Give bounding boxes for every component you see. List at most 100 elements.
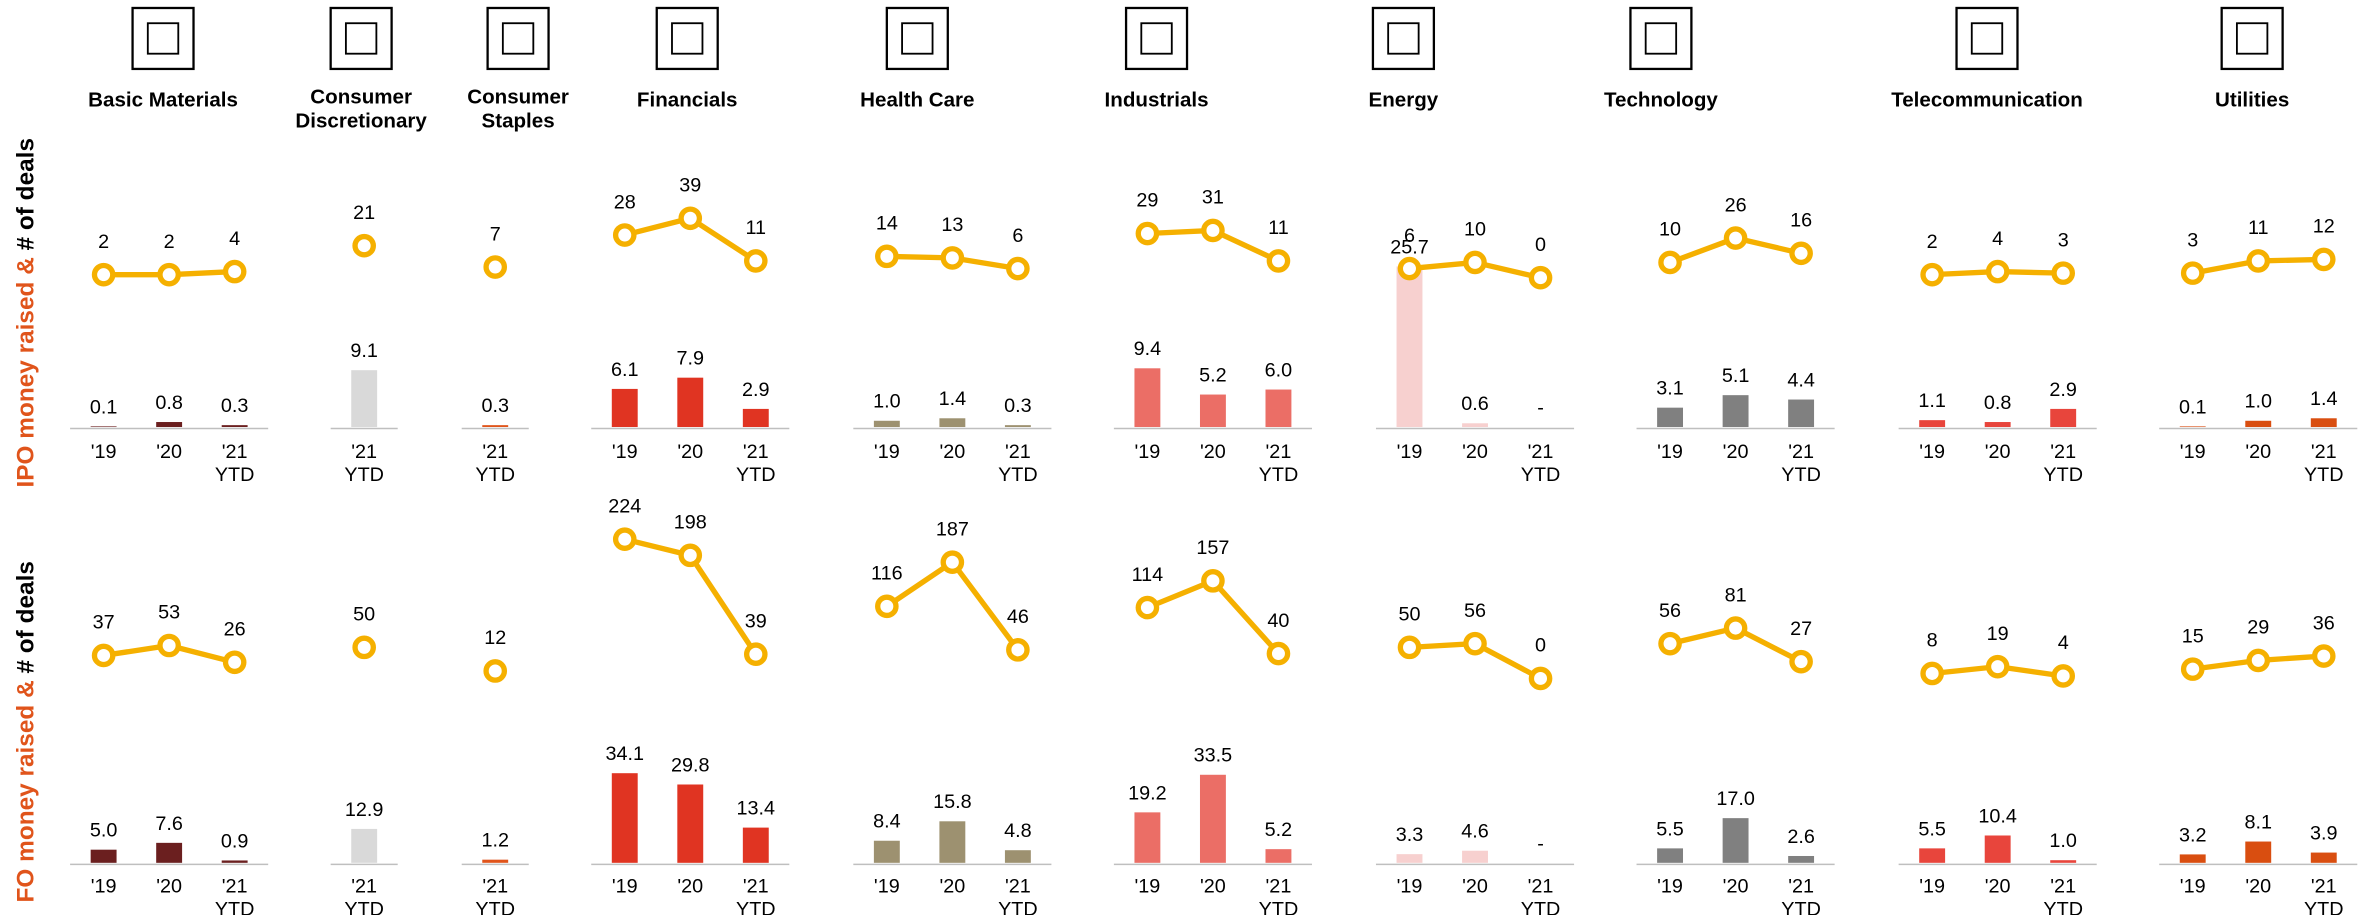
bar-label: 2.9: [742, 379, 770, 401]
deals-label: 224: [608, 495, 641, 517]
deals-point: [2311, 644, 2336, 668]
bar-label: 33.5: [1194, 745, 1233, 767]
bar: [677, 784, 704, 863]
deals-label: 19: [1987, 623, 2009, 645]
bar-label: 10.4: [1978, 805, 2017, 827]
bar: [221, 860, 248, 863]
deals-point: [1397, 635, 1422, 660]
deals-point: [1006, 256, 1030, 281]
bar: [2310, 418, 2337, 428]
deals-label: 14: [876, 213, 898, 235]
sector-name: Telecommunication: [1891, 88, 2083, 111]
x-tick-label: '21: [1005, 441, 1031, 463]
deals-point: [1135, 221, 1160, 246]
bar-label: 0.9: [221, 830, 249, 852]
x-tick-label: YTD: [475, 898, 515, 915]
bar-label: 3.9: [2310, 823, 2338, 845]
deals-point: [1266, 641, 1291, 666]
bar-label: 34.1: [605, 743, 644, 765]
deals-label: 114: [1132, 564, 1164, 586]
deals-point: [1463, 250, 1487, 275]
deals-label: 3: [2058, 229, 2069, 251]
x-tick-label: YTD: [1259, 898, 1299, 915]
deals-point: [1789, 241, 1813, 266]
bar-label: 0.1: [90, 396, 118, 418]
x-tick-label: YTD: [344, 898, 384, 915]
sector-name: Financials: [637, 88, 738, 111]
x-tick-label: '20: [156, 875, 182, 897]
bar: [611, 388, 638, 428]
bar-label: 5.2: [1265, 819, 1293, 841]
deals-label: 116: [871, 563, 903, 585]
deals-point: [352, 233, 376, 258]
bar-label: 8.1: [2244, 811, 2272, 833]
bar: [939, 821, 966, 863]
deals-point: [1528, 265, 1553, 290]
bar-label: 1.1: [1918, 390, 1946, 412]
bar: [873, 420, 900, 428]
bar: [156, 422, 183, 428]
bar: [1984, 835, 2011, 863]
deals-label: 12: [484, 627, 506, 649]
x-tick-label: '19: [1657, 441, 1683, 463]
deals-point: [222, 259, 247, 284]
x-tick-label: '19: [612, 441, 638, 463]
deals-label: 0: [1535, 635, 1546, 657]
deals-label: 2: [164, 231, 175, 253]
bar: [1004, 425, 1031, 428]
bar-label: 7.9: [677, 348, 705, 370]
deals-point: [91, 262, 116, 287]
bar-label: 9.4: [1134, 338, 1162, 360]
deals-point: [1463, 631, 1487, 656]
row-label-money: IPO money raised &: [13, 257, 40, 487]
x-tick-label: '21: [222, 875, 248, 897]
deals-point: [1266, 249, 1291, 273]
deals-label: 56: [1464, 600, 1486, 622]
bar: [1919, 848, 1946, 863]
sector-icon: [655, 6, 719, 71]
deals-point: [1723, 616, 1748, 640]
x-tick-label: '21: [1528, 441, 1554, 463]
bar-label: 19.2: [1128, 782, 1167, 804]
deals-label: 16: [1790, 210, 1812, 232]
deals-label: 12: [2313, 216, 2335, 238]
deals-point: [1006, 638, 1030, 662]
bar: [742, 827, 769, 863]
bar: [482, 859, 509, 863]
bar: [90, 849, 117, 863]
bar-label: 1.0: [873, 391, 901, 413]
deals-point: [2246, 648, 2271, 673]
x-tick-label: '21: [1788, 875, 1814, 897]
sector-icon-glyph: [671, 22, 704, 55]
sector-icon-glyph: [901, 22, 934, 55]
x-tick-label: YTD: [736, 898, 776, 915]
sector-icon-glyph: [344, 22, 378, 55]
deals-label: 13: [941, 214, 963, 236]
bar-label: 6.0: [1265, 359, 1293, 381]
deals-label: 29: [2247, 617, 2269, 639]
deals-point: [2180, 261, 2205, 285]
sector-icon: [329, 6, 393, 71]
x-tick-label: '20: [1723, 875, 1749, 897]
x-tick-label: '19: [1919, 875, 1945, 897]
deals-label: 31: [1202, 187, 1224, 209]
x-tick-label: '19: [2180, 875, 2206, 897]
bar: [1265, 849, 1292, 863]
bar-label: 17.0: [1716, 788, 1755, 810]
x-tick-label: '20: [1723, 441, 1749, 463]
x-tick-label: '19: [1134, 441, 1160, 463]
bar-label: 9.1: [350, 340, 378, 362]
bar-label: 4.6: [1461, 821, 1489, 843]
deals-label: 6: [1404, 225, 1415, 247]
bar-label: 0.1: [2179, 396, 2207, 418]
deals-label: 4: [1992, 228, 2003, 250]
bar-label: 25.7: [1390, 236, 1429, 258]
deals-label: 11: [746, 217, 767, 239]
x-tick-label: YTD: [1259, 464, 1299, 486]
sector-name: Staples: [482, 110, 555, 133]
deals-label: 28: [614, 191, 636, 213]
deals-label: 6: [1012, 225, 1023, 247]
deals-point: [157, 262, 181, 287]
x-tick-label: YTD: [2043, 464, 2083, 486]
x-tick-label: '19: [1134, 875, 1160, 897]
